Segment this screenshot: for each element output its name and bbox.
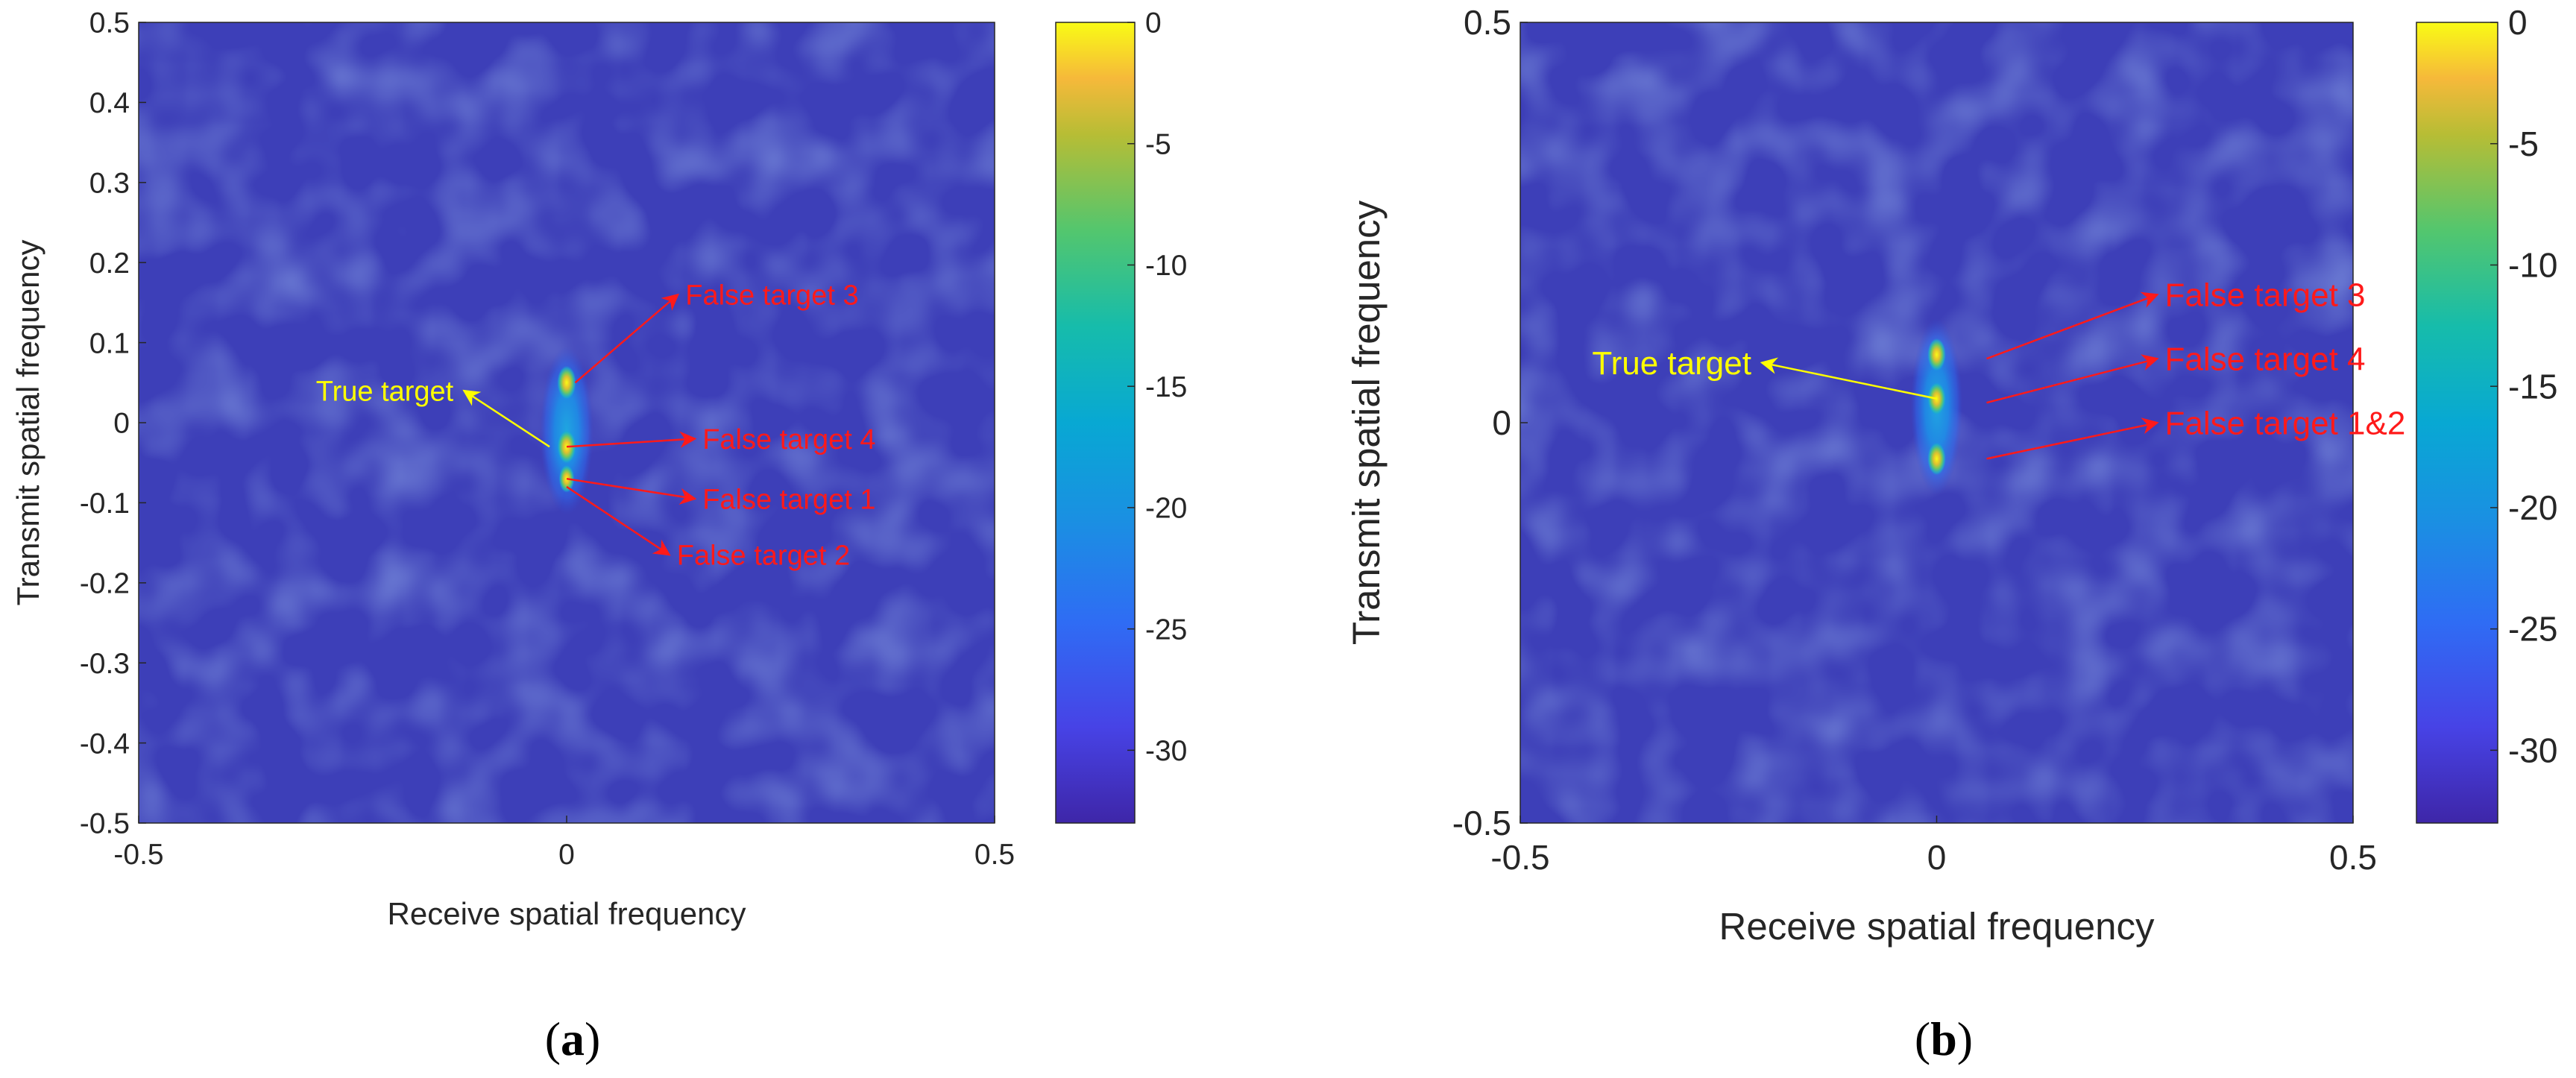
colorbar-tick-label: 0	[2508, 3, 2528, 42]
annotation-label: False target 3	[2165, 277, 2366, 314]
peak-1	[1927, 338, 1946, 371]
annotation-arrow	[566, 431, 697, 448]
y-tick-label: -0.4	[80, 728, 130, 760]
annotation-label: True target	[1592, 345, 1751, 382]
heatmap-area	[139, 22, 995, 823]
colorbar	[2416, 22, 2498, 823]
annotation-label: False target 1	[702, 484, 875, 515]
colorbar-tick-label: -5	[2508, 124, 2539, 163]
y-tick-label: 0.5	[1464, 3, 1511, 42]
annotation-label: False target 4	[2165, 341, 2366, 377]
annotation-label: False target 2	[677, 540, 850, 572]
y-axis-label: Transmit spatial frequency	[10, 240, 45, 606]
y-tick-label: 0	[1492, 403, 1511, 442]
peak-1	[557, 365, 576, 400]
y-tick-label: 0.3	[89, 167, 130, 199]
annotation-label: False target 3	[685, 280, 858, 311]
colorbar-tick-label: -25	[1145, 614, 1187, 646]
x-tick-label: 0	[558, 839, 575, 871]
colorbar-tick-label: -10	[2508, 246, 2557, 285]
x-tick-label: 0	[1927, 838, 1947, 877]
colorbar-frame	[2416, 22, 2498, 824]
panel-a: -0.5 0 0.5 -0.5 -0.4 -0.3 -0.2 -0.1 0 0.1 0.2 0.3 0.…	[10, 7, 1187, 931]
colorbar-tick-label: -10	[1145, 250, 1187, 282]
y-tick-label: 0	[113, 408, 130, 440]
y-tick-label: 0.4	[89, 87, 130, 119]
y-tick-label: -0.2	[80, 567, 130, 599]
y-tick-label: -0.5	[80, 808, 130, 840]
colorbar-tick-label: -30	[2508, 731, 2557, 769]
colorbar-tick-label: 0	[1145, 7, 1162, 40]
y-tick-label: 0.5	[89, 7, 130, 40]
panel-label-a: (a)	[545, 1012, 601, 1065]
colorbar-tick-label: -25	[2508, 610, 2557, 649]
x-axis-label: Receive spatial frequency	[1719, 905, 2155, 948]
x-tick-label: -0.5	[113, 839, 163, 871]
annotation-arrow	[574, 293, 679, 384]
y-tick-label: 0.1	[89, 327, 130, 359]
annotation-label: True target	[316, 376, 454, 407]
panel-label-b: (b)	[1915, 1012, 1973, 1065]
y-tick-label: -0.1	[80, 488, 130, 520]
peak-3	[1927, 442, 1946, 476]
x-tick-label: 0.5	[2329, 838, 2377, 877]
panel-b: -0.5 0 0.5 -0.5 0 0.5 Receive spatial frequenc…	[1345, 3, 2557, 948]
annotation-arrow	[1986, 291, 2159, 360]
annotation-arrow	[566, 477, 697, 505]
colorbar-tick-label: -15	[1145, 371, 1187, 403]
y-tick-label: -0.3	[80, 648, 130, 680]
annotation-arrow	[1986, 417, 2159, 460]
annotation-arrow	[462, 389, 550, 448]
annotation-label: False target 4	[702, 424, 875, 456]
annotation-arrow	[1986, 354, 2159, 404]
y-tick-label: 0.2	[89, 248, 130, 280]
colorbar-tick-label: -5	[1145, 128, 1171, 160]
annotation-arrow	[566, 485, 671, 556]
annotation-arrow	[1760, 357, 1937, 400]
x-tick-label: 0.5	[974, 839, 1015, 871]
y-axis-label: Transmit spatial frequency	[1345, 200, 1388, 645]
y-tick-label: -0.5	[1452, 804, 1511, 842]
colorbar-tick-label: -20	[1145, 493, 1187, 525]
x-axis-label: Receive spatial frequency	[388, 896, 746, 931]
heatmap-area	[1520, 22, 2353, 823]
colorbar-tick-label: -20	[2508, 488, 2557, 527]
colorbar-frame	[1055, 22, 1136, 824]
annotation-label: False target 1&2	[2165, 405, 2406, 441]
colorbar	[1056, 22, 1135, 823]
colorbar-tick-label: -30	[1145, 735, 1187, 767]
x-tick-label: -0.5	[1490, 838, 1549, 877]
colorbar-tick-label: -15	[2508, 367, 2557, 406]
